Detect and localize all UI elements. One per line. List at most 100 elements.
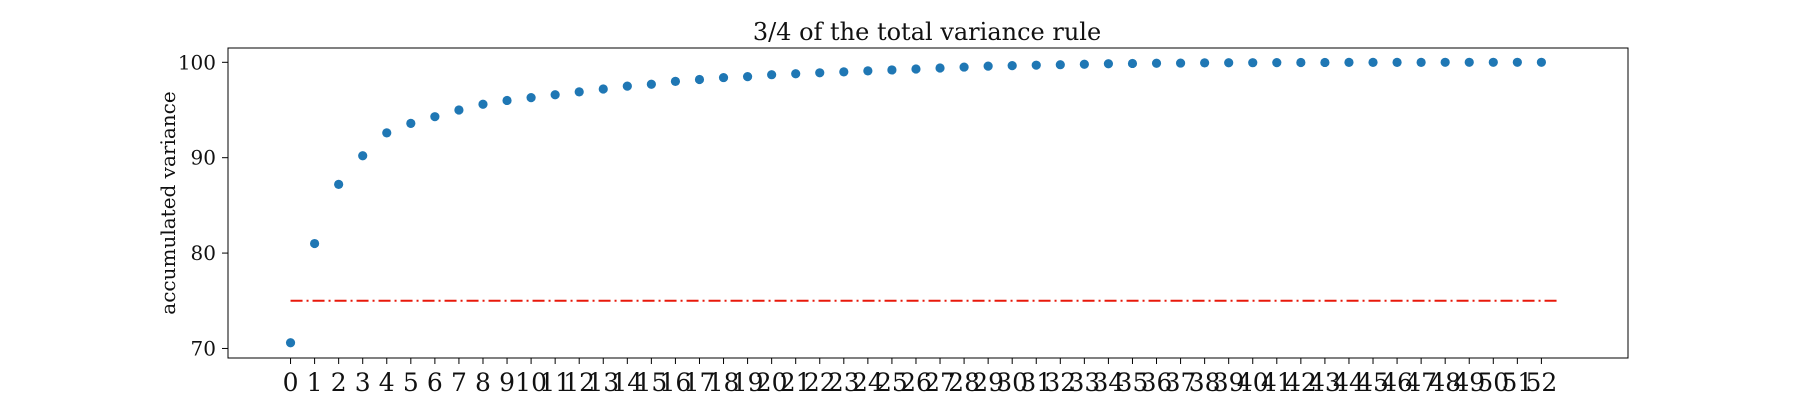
data-point	[839, 67, 849, 77]
plot-frame	[227, 47, 1629, 359]
data-point	[574, 87, 584, 97]
x-tick-label: 44	[1333, 368, 1365, 397]
x-tick-label: 38	[1189, 368, 1221, 397]
data-point	[1224, 58, 1234, 68]
x-tick-label: 4	[379, 368, 395, 397]
x-tick-label: 33	[1068, 368, 1100, 397]
data-point	[502, 95, 512, 106]
data-point	[1103, 59, 1114, 69]
y-tick-label: 80	[191, 241, 216, 265]
data-point	[1200, 58, 1210, 68]
data-point	[334, 179, 344, 189]
x-tick-label: 40	[1237, 368, 1269, 397]
data-point	[1031, 60, 1041, 70]
data-point	[1488, 57, 1498, 67]
data-point	[694, 74, 705, 85]
data-point	[767, 70, 777, 80]
data-point	[791, 69, 801, 79]
data-point	[1296, 57, 1306, 68]
x-tick-label: 37	[1165, 368, 1197, 397]
x-tick-label: 23	[828, 368, 860, 397]
data-point	[1344, 57, 1354, 68]
x-tick-label: 21	[780, 368, 812, 397]
x-tick-label: 25	[876, 368, 908, 397]
x-tick-label: 42	[1285, 368, 1317, 397]
x-tick-label: 5	[403, 368, 419, 397]
x-tick-label: 35	[1117, 368, 1149, 397]
x-tick-label: 45	[1357, 368, 1389, 397]
x-tick-label: 41	[1261, 368, 1293, 397]
data-point	[863, 66, 873, 76]
x-tick-label: 13	[587, 368, 619, 397]
x-tick-label: 9	[499, 368, 515, 397]
x-tick-label: 2	[331, 368, 347, 397]
data-point	[1416, 57, 1426, 67]
data-point	[1440, 57, 1450, 67]
x-tick-label: 11	[539, 368, 571, 397]
data-point	[309, 238, 320, 249]
x-tick-label: 10	[515, 368, 547, 397]
data-point	[526, 93, 536, 103]
x-tick-label: 14	[611, 368, 643, 397]
data-point	[1055, 60, 1065, 70]
data-point	[358, 151, 368, 161]
x-tick-label: 39	[1213, 368, 1245, 397]
x-tick-label: 3	[355, 368, 371, 397]
data-point	[1151, 58, 1162, 68]
data-point	[430, 112, 440, 122]
x-tick-label: 26	[900, 368, 932, 397]
x-tick-label: 50	[1477, 368, 1509, 397]
data-point	[1464, 57, 1474, 67]
x-tick-label: 30	[996, 368, 1028, 397]
data-point	[598, 84, 608, 94]
x-tick-label: 51	[1501, 368, 1533, 397]
y-axis-ticks: 70 80 90 100	[178, 50, 228, 360]
x-tick-label: 29	[972, 368, 1004, 397]
x-tick-label: 24	[852, 368, 884, 397]
x-tick-label: 34	[1093, 368, 1125, 397]
data-point	[382, 128, 392, 138]
x-tick-label: 7	[451, 368, 467, 397]
x-tick-label: 43	[1309, 368, 1341, 397]
data-point	[1175, 58, 1186, 68]
data-point	[1248, 58, 1258, 68]
x-tick-label: 36	[1141, 368, 1173, 397]
data-point	[983, 61, 993, 71]
x-tick-label: 12	[563, 368, 595, 397]
data-point	[1127, 58, 1138, 69]
x-tick-label: 0	[283, 368, 299, 397]
x-tick-label: 18	[708, 368, 740, 397]
data-point	[454, 105, 464, 115]
x-tick-label: 48	[1429, 368, 1461, 397]
x-tick-label: 49	[1453, 368, 1485, 397]
x-tick-label: 19	[732, 368, 764, 397]
data-point	[670, 76, 681, 86]
data-point	[887, 65, 897, 75]
x-tick-label: 32	[1044, 368, 1076, 397]
x-tick-label: 52	[1525, 368, 1557, 397]
data-point	[935, 63, 945, 73]
data-point	[646, 79, 656, 89]
x-tick-label: 8	[475, 368, 491, 397]
data-point	[1368, 57, 1378, 68]
x-tick-label: 47	[1405, 368, 1437, 397]
data-point	[815, 68, 825, 78]
data-point	[1512, 57, 1522, 67]
data-point	[1272, 57, 1282, 68]
x-axis-ticks: 0 1 2 3 4 5 6 7 8 9 101112131415161718192021222324…	[283, 358, 1557, 397]
x-tick-label: 20	[756, 368, 788, 397]
chart-title: 3/4 of the total variance rule	[753, 18, 1101, 46]
x-tick-label: 16	[660, 368, 692, 397]
y-tick-label: 70	[191, 336, 216, 360]
data-point	[742, 72, 753, 82]
data-point	[1007, 61, 1017, 71]
data-point	[622, 81, 632, 91]
data-point	[1392, 57, 1402, 67]
x-tick-label: 31	[1020, 368, 1052, 397]
data-point	[550, 90, 560, 100]
x-tick-label: 27	[924, 368, 956, 397]
x-tick-label: 28	[948, 368, 980, 397]
data-point	[478, 99, 488, 109]
